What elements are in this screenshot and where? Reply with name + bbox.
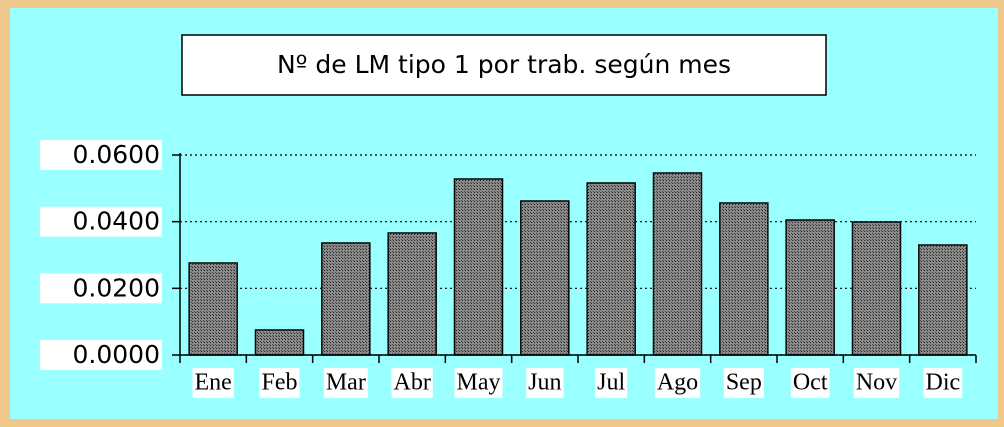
bar-texture (918, 245, 967, 355)
x-tick-label: Jun (528, 370, 561, 396)
x-tick-label-bg (923, 368, 963, 398)
bar-texture (388, 233, 437, 355)
bar-texture (189, 263, 238, 355)
bar-texture (454, 179, 503, 355)
x-tick-label: Oct (793, 370, 828, 396)
x-tick-label: May (457, 370, 501, 396)
x-tick-label-bg (323, 368, 368, 398)
y-tick-label: 0.0200 (73, 273, 160, 302)
bar-texture (852, 222, 901, 355)
y-tick-label: 0.0400 (73, 207, 160, 236)
bar-texture (587, 183, 636, 355)
x-tick-label: Ago (657, 370, 698, 396)
y-tick-label-bg (40, 340, 162, 370)
x-tick-label-bg (654, 368, 701, 398)
x-tick-label-bg (595, 368, 628, 398)
x-tick-label: Abr (394, 370, 431, 396)
x-tick-label: Jul (597, 370, 625, 396)
x-tick-label-bg (853, 368, 900, 398)
x-tick-label: Ene (195, 370, 232, 396)
x-tick-label: Nov (856, 370, 897, 396)
x-tick-label-bg (723, 368, 764, 398)
x-tick-label-bg (192, 368, 234, 398)
bar-texture (786, 220, 835, 355)
y-tick-label: 0.0600 (73, 140, 160, 169)
bar-texture (255, 330, 304, 355)
x-tick-label-bg (391, 368, 433, 398)
bar-texture (520, 201, 569, 355)
x-tick-label-bg (790, 368, 830, 398)
x-tick-label-bg (454, 368, 503, 398)
y-tick-label-bg (40, 206, 162, 237)
x-tick-label: Mar (326, 370, 366, 396)
y-tick-label-bg (40, 140, 162, 170)
bar-texture (719, 203, 768, 355)
chart-title: Nº de LM tipo 1 por trab. según mes (277, 50, 731, 79)
y-tick-label-bg (40, 273, 162, 304)
bar-texture (653, 173, 702, 355)
x-tick-label: Feb (262, 370, 298, 396)
x-tick-label-bg (259, 368, 300, 398)
x-tick-label-bg (526, 368, 564, 398)
x-tick-label: Sep (726, 370, 762, 396)
title-box (181, 34, 827, 96)
x-tick-label: Dic (926, 370, 961, 396)
bar-texture (321, 243, 370, 355)
y-tick-label: 0.0000 (73, 340, 160, 369)
